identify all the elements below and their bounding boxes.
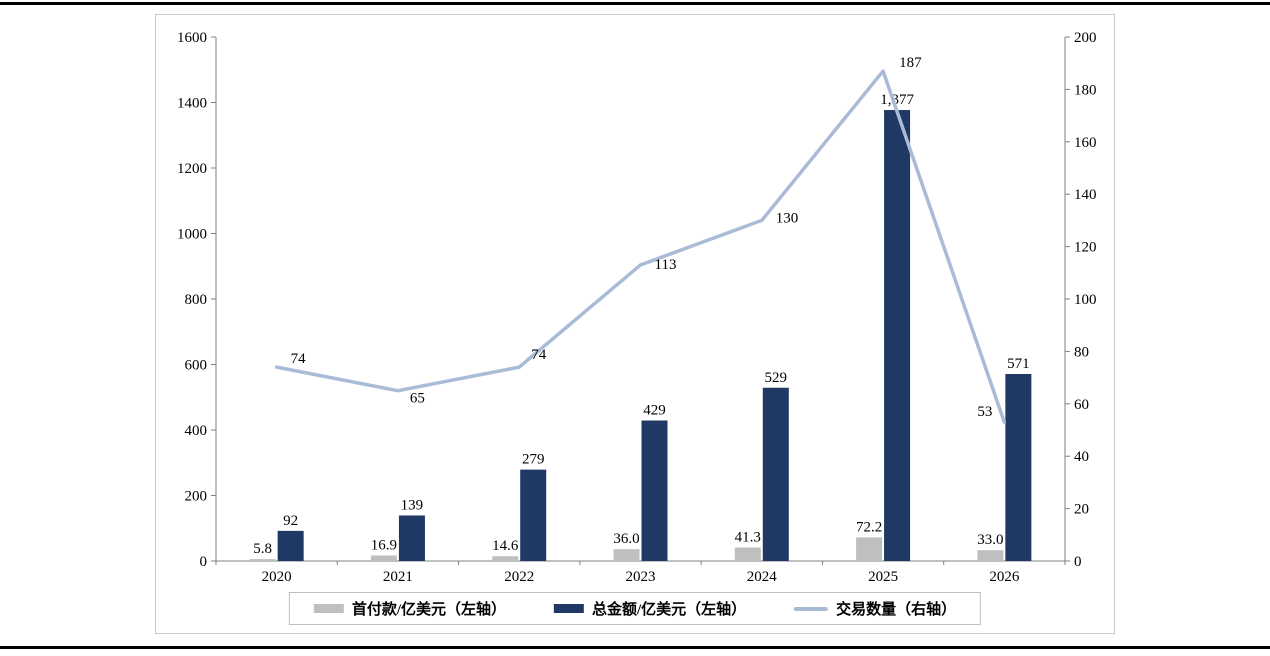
right-axis-tick-label: 140 <box>1074 187 1097 203</box>
left-axis-tick-label: 600 <box>185 358 208 374</box>
left-axis-tick-label: 400 <box>185 423 208 439</box>
transactions-value-label: 113 <box>655 257 677 273</box>
right-axis-tick-label: 40 <box>1074 449 1089 465</box>
total-value-label: 529 <box>765 370 788 386</box>
transactions-value-label: 65 <box>410 391 425 407</box>
downpayment-bar <box>977 550 1004 561</box>
total-value-label: 92 <box>283 513 298 529</box>
downpayment-swatch-icon <box>313 604 344 613</box>
transactions-value-label: 53 <box>977 404 992 420</box>
right-axis-tick-label: 120 <box>1074 240 1097 256</box>
x-axis-category-label: 2023 <box>626 569 656 585</box>
x-axis-category-label: 2021 <box>383 569 413 585</box>
total-bar <box>520 469 547 561</box>
left-axis-tick-label: 1600 <box>177 30 207 46</box>
x-axis-category-label: 2024 <box>747 569 778 585</box>
right-axis-tick-label: 200 <box>1074 30 1097 46</box>
right-axis-tick-label: 20 <box>1074 502 1089 518</box>
right-axis-tick-label: 180 <box>1074 82 1097 98</box>
downpayment-bar <box>734 547 761 561</box>
x-axis-category-label: 2022 <box>504 569 534 585</box>
left-axis-tick-label: 1200 <box>177 161 207 177</box>
total-bar <box>398 515 425 561</box>
transactions-value-label: 130 <box>776 210 799 226</box>
transactions-value-label: 74 <box>531 347 547 363</box>
transactions-value-label: 74 <box>291 351 307 367</box>
transactions-line <box>274 69 1007 424</box>
transactions-legend-label: 交易数量（右轴） <box>836 602 957 618</box>
left-axis-tick-label: 200 <box>185 489 208 505</box>
downpayment-value-label: 16.9 <box>371 537 397 553</box>
downpayment-bar <box>370 555 397 561</box>
total-value-label: 1,377 <box>880 92 914 108</box>
x-axis-category-label: 2020 <box>262 569 292 585</box>
right-axis-tick-label: 0 <box>1074 554 1082 570</box>
legend-item-transactions: 交易数量（右轴） <box>794 598 956 619</box>
right-axis-tick-label: 60 <box>1074 397 1089 413</box>
downpayment-legend-label: 首付款/亿美元（左轴） <box>351 602 506 618</box>
legend: 首付款/亿美元（左轴） 总金额/亿美元（左轴） 交易数量（右轴） <box>288 592 982 625</box>
downpayment-value-label: 36.0 <box>613 531 639 547</box>
x-axis-category-label: 2025 <box>868 569 898 585</box>
downpayment-value-label: 14.6 <box>492 538 519 554</box>
total-bar <box>277 530 304 561</box>
downpayment-value-label: 72.2 <box>856 519 882 535</box>
legend-item-total: 总金额/亿美元（左轴） <box>553 598 747 619</box>
downpayment-bar <box>249 559 276 561</box>
left-axis-tick-label: 800 <box>185 292 208 308</box>
total-bar <box>762 387 789 561</box>
total-bar <box>1005 373 1032 561</box>
total-bar <box>641 420 668 561</box>
right-axis-tick-label: 100 <box>1074 292 1097 308</box>
right-axis-tick-label: 160 <box>1074 135 1097 151</box>
bottom-rule <box>0 646 1270 649</box>
combo-chart: 0 200 400 600 800 1000 1200 1400 1600 0 20 40 60 80 10… <box>177 30 1097 585</box>
total-value-label: 429 <box>643 403 666 419</box>
x-axis-category-label: 2026 <box>989 569 1020 585</box>
downpayment-value-label: 5.8 <box>253 541 272 557</box>
downpayment-bar <box>492 556 519 561</box>
transactions-swatch-icon <box>794 606 829 611</box>
chart-frame: 0 200 400 600 800 1000 1200 1400 1600 0 20 40 60 80 10… <box>155 14 1115 634</box>
total-swatch-icon <box>553 604 584 613</box>
right-axis-tick-label: 80 <box>1074 344 1089 360</box>
total-value-label: 279 <box>522 452 545 468</box>
left-axis-tick-label: 1000 <box>177 227 207 243</box>
downpayment-bar <box>613 549 640 561</box>
left-axis-tick-label: 1400 <box>177 96 207 112</box>
total-bar <box>884 110 911 561</box>
transactions-value-label: 187 <box>899 55 922 71</box>
left-axis-tick-label: 0 <box>200 554 208 570</box>
total-legend-label: 总金额/亿美元（左轴） <box>591 602 747 618</box>
downpayment-bar <box>856 537 883 561</box>
downpayment-value-label: 33.0 <box>977 532 1003 548</box>
total-value-label: 139 <box>401 497 424 513</box>
top-rule <box>0 2 1270 5</box>
total-value-label: 571 <box>1007 356 1030 372</box>
legend-item-downpayment: 首付款/亿美元（左轴） <box>313 598 506 619</box>
downpayment-value-label: 41.3 <box>735 529 761 545</box>
